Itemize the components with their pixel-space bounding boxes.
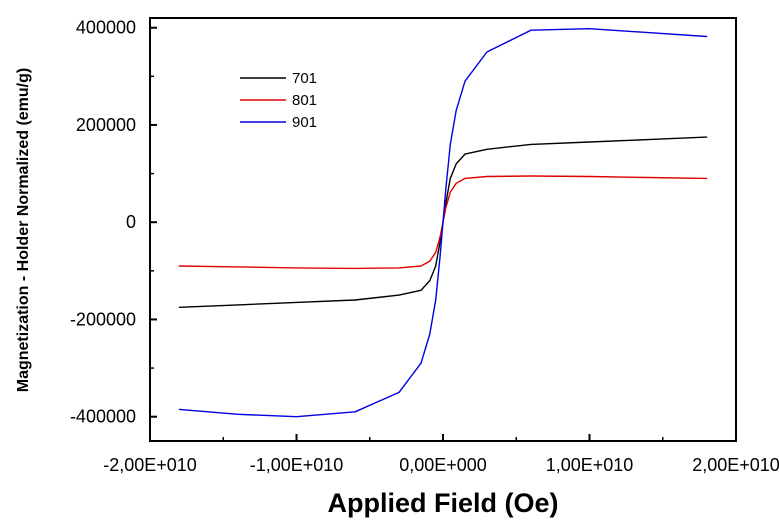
data-point-701 bbox=[435, 265, 437, 267]
y-tick-label: 400000 bbox=[76, 18, 136, 38]
legend-box bbox=[236, 68, 331, 138]
data-point-901 bbox=[486, 51, 488, 53]
data-point-701 bbox=[464, 153, 466, 155]
y-axis-title: Magnetization - Holder Normalized (emu/g… bbox=[15, 68, 32, 392]
data-point-701 bbox=[449, 177, 451, 180]
data-point-801 bbox=[530, 175, 532, 177]
data-point-901 bbox=[398, 391, 400, 393]
x-tick-label: -1,00E+010 bbox=[250, 455, 344, 475]
data-point-701 bbox=[420, 289, 422, 291]
data-point-901 bbox=[237, 413, 239, 415]
y-tick-label: 200000 bbox=[76, 115, 136, 135]
data-point-801 bbox=[435, 251, 437, 253]
data-point-701 bbox=[706, 136, 708, 138]
data-point-801 bbox=[398, 267, 400, 269]
data-point-801 bbox=[588, 175, 591, 178]
data-point-801 bbox=[420, 265, 422, 267]
data-point-901 bbox=[435, 299, 437, 301]
data-point-901 bbox=[295, 416, 298, 418]
x-axis-ticks: -2,00E+010 -1,00E+010 0,00E+000 1,00E+010 2,… bbox=[103, 434, 779, 475]
y-tick-label: -400000 bbox=[70, 407, 136, 427]
data-point-701 bbox=[486, 148, 488, 150]
data-point-701 bbox=[429, 279, 431, 282]
legend-label-901: 901 bbox=[292, 114, 317, 131]
legend-label-801: 801 bbox=[292, 92, 317, 109]
y-tick-label: -200000 bbox=[70, 309, 136, 329]
data-point-901 bbox=[429, 333, 431, 335]
data-point-801 bbox=[464, 177, 466, 180]
data-point-801 bbox=[455, 182, 457, 184]
y-tick-label: 0 bbox=[126, 212, 136, 232]
x-tick-label: -2,00E+010 bbox=[103, 455, 197, 475]
data-point-901 bbox=[354, 411, 356, 413]
data-point-901 bbox=[588, 28, 591, 30]
data-point-701 bbox=[445, 202, 447, 204]
data-point-701 bbox=[530, 143, 532, 146]
data-point-801 bbox=[178, 265, 180, 267]
data-point-801 bbox=[647, 176, 649, 179]
data-point-701 bbox=[354, 299, 356, 301]
data-point-801 bbox=[445, 207, 447, 209]
x-axis-title: Applied Field (Oe) bbox=[327, 488, 558, 518]
data-point-801 bbox=[706, 177, 708, 180]
data-point-901 bbox=[449, 143, 451, 146]
data-point-801 bbox=[295, 267, 298, 269]
data-point-701 bbox=[588, 141, 591, 143]
data-point-701 bbox=[455, 163, 457, 165]
data-point-701 bbox=[398, 294, 400, 296]
x-tick-label: 1,00E+010 bbox=[546, 455, 634, 475]
data-point-901 bbox=[706, 35, 708, 38]
data-point-901 bbox=[530, 29, 532, 31]
data-point-801 bbox=[354, 267, 356, 269]
data-point-901 bbox=[178, 408, 180, 410]
data-point-801 bbox=[439, 236, 441, 238]
data-point-801 bbox=[429, 260, 431, 262]
series-lines bbox=[178, 28, 708, 418]
data-point-801 bbox=[237, 266, 239, 268]
legend: 701 801 901 bbox=[236, 68, 331, 138]
data-point-901 bbox=[445, 187, 447, 189]
data-point-801 bbox=[486, 175, 488, 178]
data-point-901 bbox=[439, 255, 441, 257]
y-axis-ticks: -400000 -200000 0 200000 400000 bbox=[70, 18, 157, 427]
data-point-901 bbox=[647, 31, 649, 34]
data-point-701 bbox=[647, 138, 649, 141]
data-point-701 bbox=[178, 306, 180, 308]
x-tick-label: 2,00E+010 bbox=[692, 455, 779, 475]
data-point-901 bbox=[420, 362, 422, 364]
data-point-701 bbox=[439, 241, 441, 243]
data-point-701 bbox=[237, 304, 239, 306]
data-point-701 bbox=[295, 301, 298, 304]
data-point-901 bbox=[464, 80, 466, 82]
legend-label-701: 701 bbox=[292, 70, 317, 87]
x-tick-label: 0,00E+000 bbox=[399, 455, 487, 475]
data-point-901 bbox=[442, 221, 444, 223]
data-point-801 bbox=[449, 191, 451, 193]
data-point-901 bbox=[455, 109, 457, 111]
